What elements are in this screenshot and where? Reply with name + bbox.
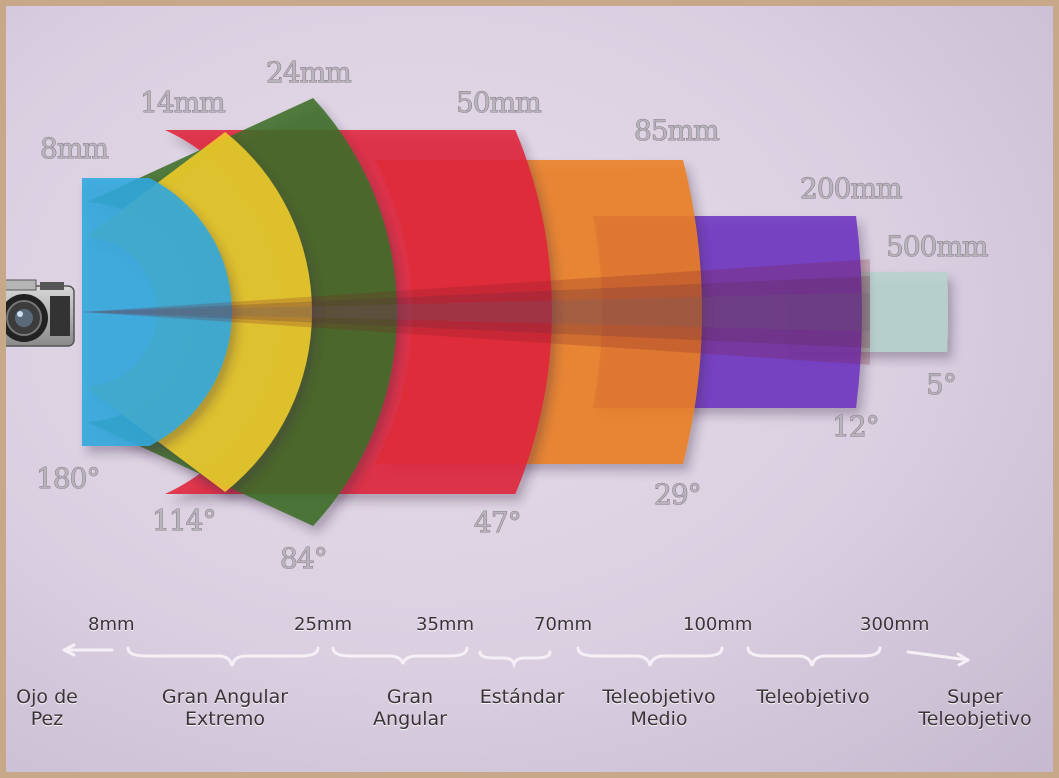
scale-tick: 100mm <box>683 614 753 635</box>
scale-braces <box>62 643 970 669</box>
category-standard: Estándar <box>479 686 565 708</box>
category-fisheye: Ojo de Pez <box>16 686 78 730</box>
center-ray <box>82 259 870 365</box>
angle-label: 5° <box>926 368 956 401</box>
angle-label: 29° <box>654 478 701 511</box>
scale-tick: 70mm <box>534 614 592 635</box>
center-ray <box>82 276 870 348</box>
camera-icon <box>0 279 75 347</box>
angle-label: 114° <box>152 504 215 537</box>
angle-label: 180° <box>36 462 99 495</box>
category-medium-tele: Teleobjetivo Medio <box>602 686 716 730</box>
focal-label: 85mm <box>634 114 719 147</box>
scale-tick: 300mm <box>860 614 930 635</box>
scale-tick: 8mm <box>88 614 135 635</box>
scale-tick: 25mm <box>294 614 352 635</box>
center-ray <box>82 292 870 332</box>
focal-label: 500mm <box>886 230 988 263</box>
category-super-tele: Super Teleobjetivo <box>918 686 1032 730</box>
focal-label: 24mm <box>266 56 351 89</box>
angle-label: 12° <box>832 410 879 443</box>
category-extreme-wide: Gran Angular Extremo <box>161 686 289 730</box>
focal-label: 14mm <box>140 86 225 119</box>
angle-label: 84° <box>280 542 327 575</box>
angle-label: 47° <box>474 506 521 539</box>
fov-sector-8mm <box>82 178 232 446</box>
focal-label: 8mm <box>40 132 108 165</box>
category-wide: Gran Angular <box>373 686 447 730</box>
focal-label: 200mm <box>800 172 902 205</box>
scale-tick: 35mm <box>416 614 474 635</box>
category-tele: Teleobjetivo <box>756 686 870 708</box>
focal-label: 50mm <box>456 86 541 119</box>
